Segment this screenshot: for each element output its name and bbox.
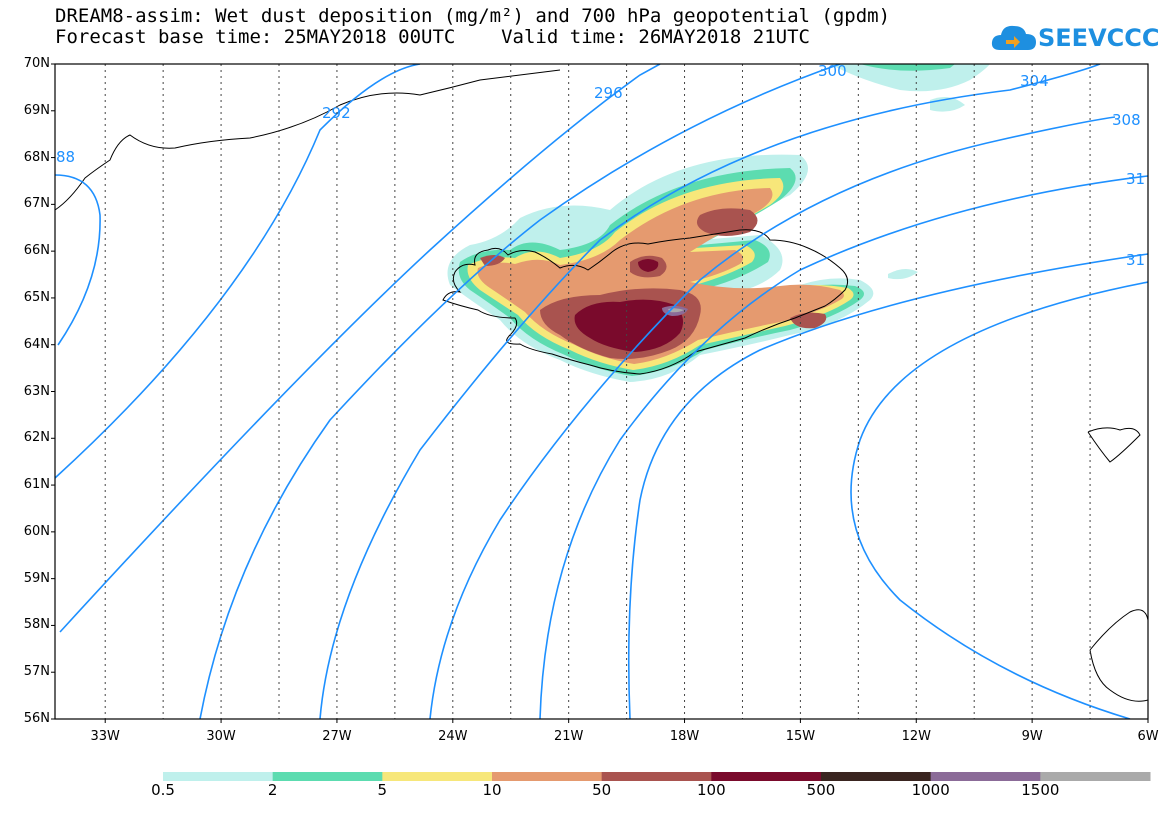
lon-label: 21W (553, 729, 584, 744)
colorbar-swatch (821, 772, 932, 781)
map-frame (54, 63, 1149, 720)
lon-label: 15W (785, 729, 816, 744)
contour-labels: 88 292 296 300 304 308 31 31 (56, 62, 1145, 269)
colorbar-swatch (930, 772, 1041, 781)
lat-label: 66N (23, 243, 50, 259)
gridlines (104, 64, 1091, 719)
colorbar-tick-label: 1500 (1021, 781, 1060, 799)
cloud-icon (991, 25, 1036, 50)
colorbar-swatch (163, 772, 274, 781)
dust-deposition-field (447, 64, 990, 382)
colorbar-swatch (711, 772, 822, 781)
lat-label: 69N (23, 102, 50, 118)
colorbar-tick-label: 10 (482, 781, 502, 799)
colorbar-swatch (272, 772, 383, 781)
colorbar-tick-label: 5 (377, 781, 388, 799)
colorbar-tick-label: 0.5 (151, 781, 175, 799)
lon-label: 9W (1021, 729, 1043, 744)
lat-label: 68N (23, 149, 50, 165)
contour-label-5: 304 (1020, 72, 1049, 90)
lat-label: 58N (23, 617, 50, 633)
lon-label: 24W (438, 729, 468, 744)
lon-label: 27W (322, 729, 352, 744)
lon-label: 33W (90, 729, 120, 744)
lat-label: 63N (23, 383, 50, 399)
colorbar-tick-label: 500 (806, 781, 836, 799)
axis-ticks (51, 63, 1149, 723)
colorbar (163, 772, 1151, 781)
lat-label: 65N (23, 289, 50, 305)
contour-label-3: 296 (594, 84, 623, 102)
contour-label-8: 31 (1126, 251, 1145, 269)
seevccc-logo: SEEVCCC (990, 20, 1170, 60)
colorbar-tick-label: 50 (592, 781, 612, 799)
contour-label-4: 300 (818, 62, 847, 80)
lat-label: 70N (23, 56, 50, 71)
colorbar-swatch (601, 772, 712, 781)
contour-label-6: 308 (1112, 111, 1141, 129)
lat-label: 62N (23, 430, 50, 446)
lon-label: 12W (901, 729, 931, 744)
contour-label-1: 88 (56, 148, 75, 166)
colorbar-swatch (1040, 772, 1151, 781)
lat-label: 61N (23, 477, 50, 493)
map-title: DREAM8-assim: Wet dust deposition (mg/m²… (55, 5, 891, 27)
geopotential-contours (55, 64, 1148, 719)
lat-label: 56N (23, 711, 50, 726)
map-subtitle: Forecast base time: 25MAY2018 00UTC Vali… (55, 26, 810, 48)
colorbar-swatch (492, 772, 603, 781)
colorbar-tick-label: 2 (267, 781, 278, 799)
lat-label: 67N (23, 196, 50, 212)
contour-label-2: 292 (322, 104, 351, 122)
lat-label: 57N (23, 664, 50, 680)
lon-label: 30W (206, 729, 236, 744)
lat-label: 64N (23, 336, 50, 352)
colorbar-swatch (382, 772, 493, 781)
lat-label: 60N (23, 523, 50, 539)
contour-label-7: 31 (1126, 170, 1145, 188)
lon-label: 6W (1137, 729, 1159, 744)
colorbar-tick-label: 1000 (911, 781, 950, 799)
colorbar-tick-label: 100 (697, 781, 726, 799)
lon-label: 18W (669, 729, 700, 744)
lat-label: 59N (23, 570, 50, 586)
logo-text: SEEVCCC (1038, 24, 1160, 52)
